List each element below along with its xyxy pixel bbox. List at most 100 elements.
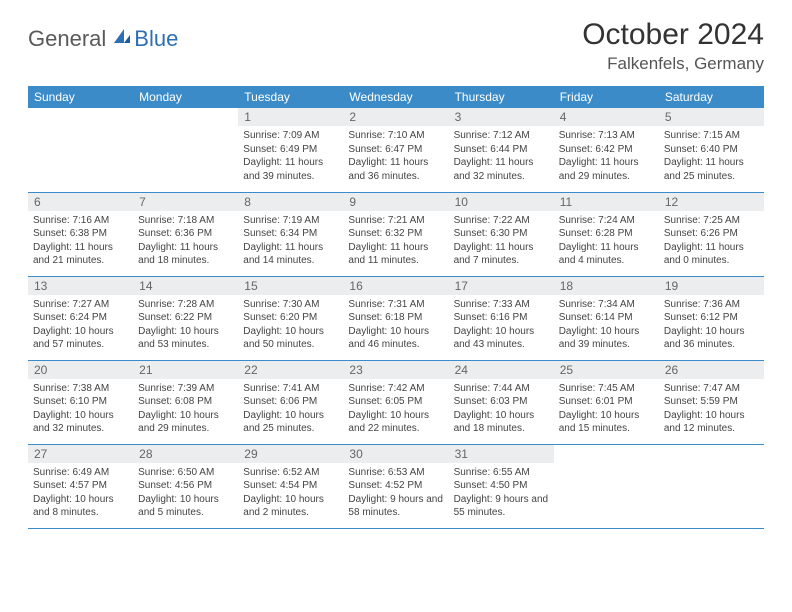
weekday-header: Friday	[554, 86, 659, 108]
sunrise-text: Sunrise: 7:22 AM	[454, 214, 549, 228]
daylight-text: Daylight: 11 hours and 7 minutes.	[454, 241, 549, 268]
day-details: Sunrise: 7:34 AMSunset: 6:14 PMDaylight:…	[554, 295, 659, 356]
day-details: Sunrise: 7:31 AMSunset: 6:18 PMDaylight:…	[343, 295, 448, 356]
sunrise-text: Sunrise: 7:09 AM	[243, 129, 338, 143]
day-number: 1	[238, 108, 343, 126]
sunset-text: Sunset: 6:26 PM	[664, 227, 759, 241]
sunset-text: Sunset: 6:08 PM	[138, 395, 233, 409]
sunset-text: Sunset: 6:40 PM	[664, 143, 759, 157]
daylight-text: Daylight: 9 hours and 58 minutes.	[348, 493, 443, 520]
sunset-text: Sunset: 4:54 PM	[243, 479, 338, 493]
sunset-text: Sunset: 6:49 PM	[243, 143, 338, 157]
sunset-text: Sunset: 6:16 PM	[454, 311, 549, 325]
sunset-text: Sunset: 6:32 PM	[348, 227, 443, 241]
day-number: 23	[343, 361, 448, 379]
calendar-cell: 14Sunrise: 7:28 AMSunset: 6:22 PMDayligh…	[133, 276, 238, 360]
daylight-text: Daylight: 11 hours and 21 minutes.	[33, 241, 128, 268]
day-number: 3	[449, 108, 554, 126]
day-details: Sunrise: 7:13 AMSunset: 6:42 PMDaylight:…	[554, 126, 659, 187]
day-number: 8	[238, 193, 343, 211]
weekday-header-row: Sunday Monday Tuesday Wednesday Thursday…	[28, 86, 764, 108]
day-details: Sunrise: 7:16 AMSunset: 6:38 PMDaylight:…	[28, 211, 133, 272]
day-details: Sunrise: 7:27 AMSunset: 6:24 PMDaylight:…	[28, 295, 133, 356]
day-details: Sunrise: 6:53 AMSunset: 4:52 PMDaylight:…	[343, 463, 448, 524]
sunrise-text: Sunrise: 7:18 AM	[138, 214, 233, 228]
sunset-text: Sunset: 6:06 PM	[243, 395, 338, 409]
day-details: Sunrise: 7:28 AMSunset: 6:22 PMDaylight:…	[133, 295, 238, 356]
weekday-header: Tuesday	[238, 86, 343, 108]
sunset-text: Sunset: 5:59 PM	[664, 395, 759, 409]
weekday-header: Saturday	[659, 86, 764, 108]
sunrise-text: Sunrise: 7:45 AM	[559, 382, 654, 396]
day-number: 2	[343, 108, 448, 126]
sunrise-text: Sunrise: 7:30 AM	[243, 298, 338, 312]
calendar-cell	[133, 108, 238, 192]
day-number: 4	[554, 108, 659, 126]
calendar-cell	[554, 444, 659, 528]
sunset-text: Sunset: 6:34 PM	[243, 227, 338, 241]
sunset-text: Sunset: 6:44 PM	[454, 143, 549, 157]
day-number: 20	[28, 361, 133, 379]
logo-sail-icon	[110, 27, 132, 52]
sunrise-text: Sunrise: 7:44 AM	[454, 382, 549, 396]
sunrise-text: Sunrise: 7:47 AM	[664, 382, 759, 396]
sunrise-text: Sunrise: 7:15 AM	[664, 129, 759, 143]
sunset-text: Sunset: 6:14 PM	[559, 311, 654, 325]
daylight-text: Daylight: 10 hours and 22 minutes.	[348, 409, 443, 436]
sunset-text: Sunset: 6:42 PM	[559, 143, 654, 157]
calendar-cell: 6Sunrise: 7:16 AMSunset: 6:38 PMDaylight…	[28, 192, 133, 276]
calendar-cell	[659, 444, 764, 528]
day-details: Sunrise: 7:41 AMSunset: 6:06 PMDaylight:…	[238, 379, 343, 440]
sunset-text: Sunset: 6:28 PM	[559, 227, 654, 241]
sunrise-text: Sunrise: 7:27 AM	[33, 298, 128, 312]
daylight-text: Daylight: 9 hours and 55 minutes.	[454, 493, 549, 520]
sunrise-text: Sunrise: 7:24 AM	[559, 214, 654, 228]
sunset-text: Sunset: 4:50 PM	[454, 479, 549, 493]
daylight-text: Daylight: 10 hours and 50 minutes.	[243, 325, 338, 352]
daylight-text: Daylight: 10 hours and 5 minutes.	[138, 493, 233, 520]
day-details: Sunrise: 7:45 AMSunset: 6:01 PMDaylight:…	[554, 379, 659, 440]
daylight-text: Daylight: 11 hours and 29 minutes.	[559, 156, 654, 183]
daylight-text: Daylight: 11 hours and 25 minutes.	[664, 156, 759, 183]
sunset-text: Sunset: 6:24 PM	[33, 311, 128, 325]
calendar-cell: 19Sunrise: 7:36 AMSunset: 6:12 PMDayligh…	[659, 276, 764, 360]
calendar-cell: 29Sunrise: 6:52 AMSunset: 4:54 PMDayligh…	[238, 444, 343, 528]
day-details: Sunrise: 6:50 AMSunset: 4:56 PMDaylight:…	[133, 463, 238, 524]
calendar-cell: 15Sunrise: 7:30 AMSunset: 6:20 PMDayligh…	[238, 276, 343, 360]
day-details: Sunrise: 6:49 AMSunset: 4:57 PMDaylight:…	[28, 463, 133, 524]
day-details: Sunrise: 7:12 AMSunset: 6:44 PMDaylight:…	[449, 126, 554, 187]
calendar-cell: 7Sunrise: 7:18 AMSunset: 6:36 PMDaylight…	[133, 192, 238, 276]
calendar-cell: 22Sunrise: 7:41 AMSunset: 6:06 PMDayligh…	[238, 360, 343, 444]
location-label: Falkenfels, Germany	[582, 54, 764, 74]
day-details: Sunrise: 7:15 AMSunset: 6:40 PMDaylight:…	[659, 126, 764, 187]
calendar-cell: 25Sunrise: 7:45 AMSunset: 6:01 PMDayligh…	[554, 360, 659, 444]
sunset-text: Sunset: 6:38 PM	[33, 227, 128, 241]
daylight-text: Daylight: 11 hours and 36 minutes.	[348, 156, 443, 183]
daylight-text: Daylight: 10 hours and 32 minutes.	[33, 409, 128, 436]
sunrise-text: Sunrise: 7:34 AM	[559, 298, 654, 312]
calendar-cell: 24Sunrise: 7:44 AMSunset: 6:03 PMDayligh…	[449, 360, 554, 444]
sunrise-text: Sunrise: 7:41 AM	[243, 382, 338, 396]
calendar-week-row: 20Sunrise: 7:38 AMSunset: 6:10 PMDayligh…	[28, 360, 764, 444]
sunrise-text: Sunrise: 7:38 AM	[33, 382, 128, 396]
calendar-week-row: 1 Sunrise: 7:09 AMSunset: 6:49 PM Daylight…	[28, 108, 764, 192]
sunset-text: Sunset: 4:52 PM	[348, 479, 443, 493]
day-number: 17	[449, 277, 554, 295]
day-details: Sunrise: 7:24 AMSunset: 6:28 PMDaylight:…	[554, 211, 659, 272]
day-number: 30	[343, 445, 448, 463]
logo-text-general: General	[28, 26, 106, 52]
day-number: 21	[133, 361, 238, 379]
calendar-cell: 2Sunrise: 7:10 AMSunset: 6:47 PMDaylight…	[343, 108, 448, 192]
daylight-text: Daylight: 11 hours and 18 minutes.	[138, 241, 233, 268]
sunrise-text: Sunrise: 7:33 AM	[454, 298, 549, 312]
day-details: Sunrise: 7:19 AMSunset: 6:34 PMDaylight:…	[238, 211, 343, 272]
daylight-text: Daylight: 11 hours and 11 minutes.	[348, 241, 443, 268]
sunrise-text: Sunrise: 7:36 AM	[664, 298, 759, 312]
day-details: Sunrise: 7:38 AMSunset: 6:10 PMDaylight:…	[28, 379, 133, 440]
sunrise-text: Sunrise: 6:52 AM	[243, 466, 338, 480]
day-number: 13	[28, 277, 133, 295]
day-number: 28	[133, 445, 238, 463]
sunset-text: Sunset: 6:30 PM	[454, 227, 549, 241]
daylight-text: Daylight: 10 hours and 12 minutes.	[664, 409, 759, 436]
daylight-text: Daylight: 10 hours and 57 minutes.	[33, 325, 128, 352]
